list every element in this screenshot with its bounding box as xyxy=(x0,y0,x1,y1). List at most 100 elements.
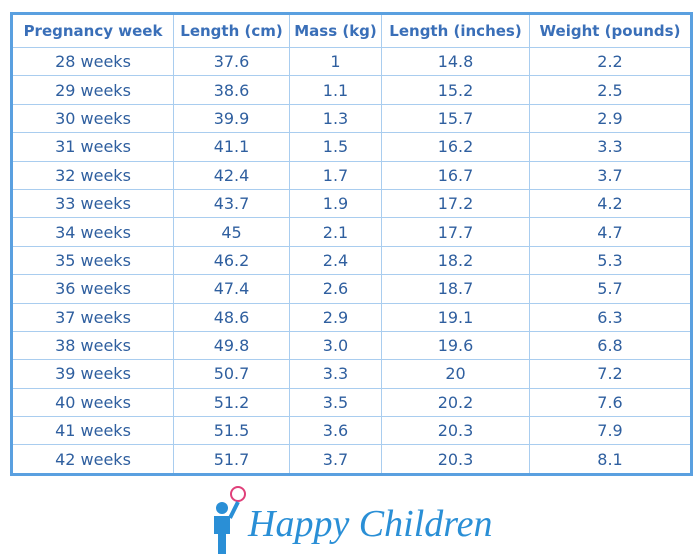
table-row: 41 weeks 51.5 3.6 20.3 7.9 xyxy=(11,416,692,446)
header-cell: Length (cm) xyxy=(173,13,290,48)
table-cell: 2.9 xyxy=(529,103,692,134)
table-cell: 5.3 xyxy=(529,245,692,276)
header-cell: Mass (kg) xyxy=(289,13,382,48)
table-cell: 20.3 xyxy=(381,416,530,446)
table-cell: 19.6 xyxy=(381,330,530,361)
table-cell: 37.6 xyxy=(173,46,290,77)
table-cell: 3.6 xyxy=(289,416,382,446)
table-cell: 37 weeks xyxy=(11,302,174,332)
table-cell: 17.2 xyxy=(381,188,530,219)
table-cell: 7.2 xyxy=(529,359,692,389)
table-cell: 38 weeks xyxy=(11,330,174,361)
table-cell: 2.2 xyxy=(529,46,692,77)
table-cell: 42.4 xyxy=(173,160,290,190)
table-cell: 4.2 xyxy=(529,188,692,219)
table-cell: 1.5 xyxy=(289,132,382,162)
table-cell: 29 weeks xyxy=(11,75,174,105)
table-row: 36 weeks 47.4 2.6 18.7 5.7 xyxy=(11,274,692,304)
table-cell: 7.9 xyxy=(529,416,692,446)
table-cell: 31 weeks xyxy=(11,132,174,162)
table-cell: 19.1 xyxy=(381,302,530,332)
table-cell: 46.2 xyxy=(173,245,290,276)
table-row: 37 weeks 48.6 2.9 19.1 6.3 xyxy=(11,302,692,332)
table-cell: 7.6 xyxy=(529,387,692,418)
table-cell: 17.7 xyxy=(381,217,530,247)
table-cell: 50.7 xyxy=(173,359,290,389)
table-cell: 51.2 xyxy=(173,387,290,418)
table-cell: 49.8 xyxy=(173,330,290,361)
table-cell: 51.5 xyxy=(173,416,290,446)
table-cell: 33 weeks xyxy=(11,188,174,219)
table-cell: 14.8 xyxy=(381,46,530,77)
header-cell: Pregnancy week xyxy=(11,13,174,48)
table-cell: 40 weeks xyxy=(11,387,174,418)
table-cell: 16.7 xyxy=(381,160,530,190)
table-cell: 6.3 xyxy=(529,302,692,332)
header-cell: Length (inches) xyxy=(381,13,530,48)
table-row: 39 weeks 50.7 3.3 20 7.2 xyxy=(11,359,692,389)
table-row: 29 weeks 38.6 1.1 15.2 2.5 xyxy=(11,75,692,105)
logo-face xyxy=(230,486,246,502)
table-cell: 3.3 xyxy=(289,359,382,389)
table-cell: 3.5 xyxy=(289,387,382,418)
table-row: 34 weeks 45 2.1 17.7 4.7 xyxy=(11,217,692,247)
table-row: 32 weeks 42.4 1.7 16.7 3.7 xyxy=(11,160,692,190)
table-cell: 45 xyxy=(173,217,290,247)
table-cell: 42 weeks xyxy=(11,444,174,475)
table-cell: 2.9 xyxy=(289,302,382,332)
table-cell: 28 weeks xyxy=(11,46,174,77)
table-cell: 43.7 xyxy=(173,188,290,219)
table-cell: 35 weeks xyxy=(11,245,174,276)
table-cell: 32 weeks xyxy=(11,160,174,190)
table-cell: 20 xyxy=(381,359,530,389)
table-cell: 48.6 xyxy=(173,302,290,332)
table-cell: 2.5 xyxy=(529,75,692,105)
table-cell: 3.3 xyxy=(529,132,692,162)
table-row: 35 weeks 46.2 2.4 18.2 5.3 xyxy=(11,245,692,276)
table-cell: 3.7 xyxy=(289,444,382,475)
header-cell: Weight (pounds) xyxy=(529,13,692,48)
table-body: 28 weeks 37.6 1 14.8 2.2 29 weeks 38.6 1.1 15.2 2… xyxy=(11,46,692,475)
table-cell: 20.2 xyxy=(381,387,530,418)
table-row: 40 weeks 51.2 3.5 20.2 7.6 xyxy=(11,387,692,418)
table-row: 38 weeks 49.8 3.0 19.6 6.8 xyxy=(11,330,692,361)
table-cell: 6.8 xyxy=(529,330,692,361)
table-row: 28 weeks 37.6 1 14.8 2.2 xyxy=(11,46,692,77)
table-row: 31 weeks 41.1 1.5 16.2 3.3 xyxy=(11,132,692,162)
logo-text: Happy Children xyxy=(247,503,493,545)
logo-head xyxy=(216,502,228,514)
table-cell: 1.9 xyxy=(289,188,382,219)
table-cell: 36 weeks xyxy=(11,274,174,304)
table-cell: 41.1 xyxy=(173,132,290,162)
table-cell: 3.7 xyxy=(529,160,692,190)
table-cell: 18.7 xyxy=(381,274,530,304)
table-cell: 5.7 xyxy=(529,274,692,304)
table-cell: 18.2 xyxy=(381,245,530,276)
table-cell: 4.7 xyxy=(529,217,692,247)
table-cell: 2.6 xyxy=(289,274,382,304)
table-cell: 16.2 xyxy=(381,132,530,162)
table-cell: 15.7 xyxy=(381,103,530,134)
table-cell: 47.4 xyxy=(173,274,290,304)
table-cell: 41 weeks xyxy=(11,416,174,446)
table-cell: 2.1 xyxy=(289,217,382,247)
growth-table: Pregnancy week Length (cm) Mass (kg) Length… xyxy=(10,12,693,476)
table-row: 33 weeks 43.7 1.9 17.2 4.2 xyxy=(11,188,692,219)
logo: Happy Children xyxy=(214,486,493,554)
table-cell: 34 weeks xyxy=(11,217,174,247)
header-row: Pregnancy week Length (cm) Mass (kg) Length… xyxy=(11,13,692,48)
table-cell: 1.1 xyxy=(289,75,382,105)
table-cell: 3.0 xyxy=(289,330,382,361)
table-row: 30 weeks 39.9 1.3 15.7 2.9 xyxy=(11,103,692,134)
table-cell: 51.7 xyxy=(173,444,290,475)
table-cell: 39 weeks xyxy=(11,359,174,389)
table-cell: 1 xyxy=(289,46,382,77)
table-cell: 39.9 xyxy=(173,103,290,134)
table-cell: 2.4 xyxy=(289,245,382,276)
table-cell: 1.3 xyxy=(289,103,382,134)
logo-arm xyxy=(228,501,240,519)
table-cell: 8.1 xyxy=(529,444,692,475)
table-cell: 38.6 xyxy=(173,75,290,105)
table-cell: 15.2 xyxy=(381,75,530,105)
